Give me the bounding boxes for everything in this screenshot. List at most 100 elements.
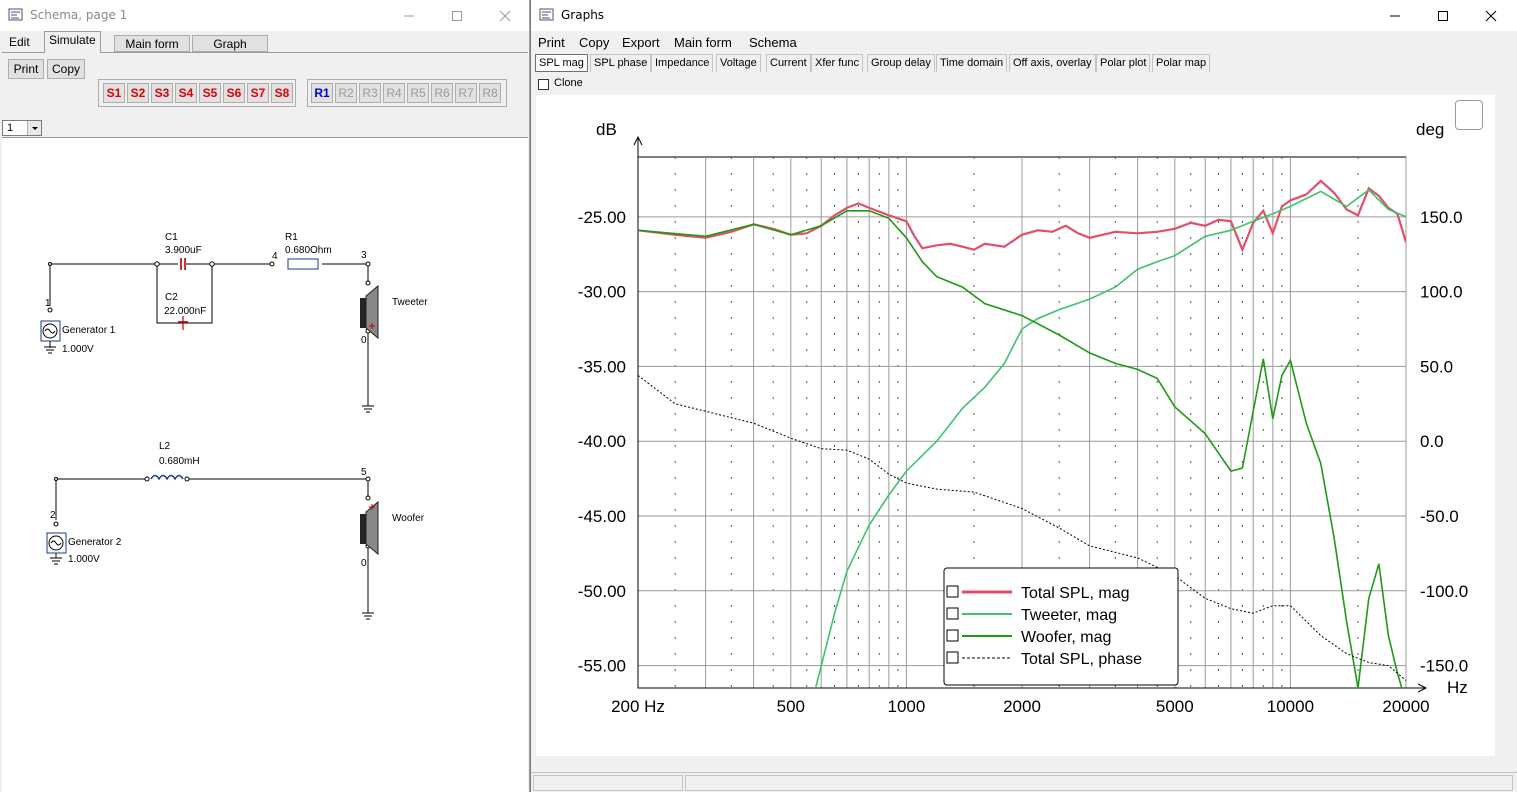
legend-label: Tweeter, mag [1021, 607, 1117, 624]
graph-button[interactable]: Graph [192, 35, 268, 52]
r7-button[interactable]: R7 [455, 83, 477, 103]
tab-spl-phase[interactable]: SPL phase [590, 54, 652, 72]
menu-main-form[interactable]: Main form [674, 35, 732, 50]
menu-schema[interactable]: Schema [749, 35, 797, 50]
menu-export[interactable]: Export [622, 35, 660, 50]
page-select-value: 1 [7, 122, 14, 134]
x-axis-arrow [638, 683, 1428, 693]
legend-label: Total SPL, mag [1021, 585, 1130, 602]
tab-spl-mag[interactable]: SPL mag [535, 54, 588, 72]
status-bar [531, 772, 1517, 792]
r3-button[interactable]: R3 [359, 83, 381, 103]
capacitor-c1-symbol[interactable] [180, 258, 186, 270]
graphs-menubar: Print Copy Export Main form Schema [531, 31, 1517, 53]
maximize-button[interactable] [1420, 0, 1466, 31]
corner-box[interactable] [1455, 100, 1483, 130]
close-icon [499, 10, 511, 21]
node-0-label-b: 0 [361, 558, 367, 569]
node-4-label: 4 [272, 251, 278, 262]
close-icon [1485, 10, 1497, 21]
legend-checkbox[interactable] [946, 651, 959, 664]
status-segment-1 [533, 775, 683, 791]
legend-box [943, 567, 1179, 686]
woofer-label: Woofer [392, 513, 425, 524]
spl-chart[interactable]: -25.00 -30.00 -35.00 -40.00 -45.00 -50.00 -55.… [536, 95, 1495, 756]
generator-2-value: 1.000V [68, 554, 100, 565]
minimize-button[interactable] [386, 0, 432, 31]
l2-label: L2 [159, 441, 171, 452]
minimize-icon [404, 15, 414, 16]
generator-2-icon[interactable] [46, 532, 67, 565]
s8-button[interactable]: S8 [271, 83, 293, 103]
r1-label: R1 [285, 232, 298, 243]
s6-button[interactable]: S6 [223, 83, 245, 103]
c2-label: C2 [165, 292, 178, 303]
menu-print[interactable]: Print [538, 35, 565, 50]
tab-group-delay[interactable]: Group delay [867, 54, 935, 72]
r6-button[interactable]: R6 [431, 83, 453, 103]
y-left-tick-label: -55.00 [578, 657, 626, 676]
tab-current[interactable]: Current [766, 54, 811, 72]
x-axis-unit-label: Hz [1447, 678, 1468, 697]
schema-titlebar: Schema, page 1 [0, 0, 529, 31]
generator-2-label: Generator 2 [68, 537, 122, 548]
s2-button[interactable]: S2 [127, 83, 149, 103]
schematic-canvas[interactable]: C1 3.900uF C2 22.000nF R1 0.680Ohm 1 4 3… [2, 137, 528, 792]
c1-value: 3.900uF [165, 245, 202, 256]
tweeter-speaker-icon[interactable] [360, 284, 379, 413]
s5-button[interactable]: S5 [199, 83, 221, 103]
tab-off-axis-overlay[interactable]: Off axis, overlay [1009, 54, 1096, 72]
inductor-l2-symbol[interactable] [150, 474, 184, 481]
status-segment-2 [685, 775, 1513, 791]
tab-edit[interactable]: Edit [9, 35, 30, 49]
schematic-drawing[interactable]: C1 3.900uF C2 22.000nF R1 0.680Ohm 1 4 3… [2, 138, 528, 792]
app-icon [539, 8, 554, 21]
minimize-button[interactable] [1372, 0, 1418, 31]
r1-button[interactable]: R1 [311, 83, 333, 103]
main-form-button[interactable]: Main form [114, 35, 190, 52]
tab-time-domain[interactable]: Time domain [936, 54, 1008, 72]
page-select[interactable]: 1 [2, 120, 42, 136]
s-button-group [98, 79, 296, 107]
copy-button[interactable]: Copy [47, 59, 85, 79]
series-line-4 [638, 375, 1406, 681]
s4-button[interactable]: S4 [175, 83, 197, 103]
tab-polar-map[interactable]: Polar map [1152, 54, 1211, 72]
r4-button[interactable]: R4 [383, 83, 405, 103]
tab-impedance[interactable]: Impedance [651, 54, 714, 72]
legend-checkbox[interactable] [946, 585, 959, 598]
capacitor-c2-symbol[interactable] [178, 316, 188, 330]
print-button[interactable]: Print [8, 59, 44, 79]
r5-button[interactable]: R5 [407, 83, 429, 103]
y-right-axis-label: deg [1416, 120, 1444, 139]
s7-button[interactable]: S7 [247, 83, 269, 103]
generator-1-icon[interactable] [40, 320, 61, 354]
close-button[interactable] [1468, 0, 1514, 31]
generator-1-label: Generator 1 [62, 325, 116, 336]
resistor-r1-symbol[interactable] [287, 258, 319, 270]
series-line-1 [638, 179, 1406, 253]
r1-value: 0.680Ohm [285, 245, 332, 256]
s1-button[interactable]: S1 [103, 83, 125, 103]
woofer-speaker-icon[interactable] [360, 500, 379, 620]
legend-checkbox[interactable] [946, 629, 959, 642]
chevron-down-icon[interactable] [27, 121, 41, 135]
tab-polar-plot[interactable]: Polar plot [1096, 54, 1151, 72]
node-1-label: 1 [45, 298, 51, 309]
clone-checkbox[interactable] [538, 79, 549, 90]
close-button[interactable] [482, 0, 528, 31]
tab-xfer-func[interactable]: Xfer func [811, 54, 864, 72]
maximize-button[interactable] [434, 0, 480, 31]
node-3-label: 3 [361, 250, 367, 261]
tab-simulate[interactable]: Simulate [44, 31, 101, 53]
legend-checkbox[interactable] [946, 607, 959, 620]
r8-button[interactable]: R8 [479, 83, 501, 103]
series-line-2 [814, 188, 1406, 688]
x-tick-label: 200 Hz [611, 697, 665, 716]
r2-button[interactable]: R2 [335, 83, 357, 103]
l2-value: 0.680mH [159, 456, 200, 467]
y-left-tick-label: -35.00 [578, 357, 626, 376]
menu-copy[interactable]: Copy [579, 35, 610, 50]
tab-voltage[interactable]: Voltage [716, 54, 761, 72]
s3-button[interactable]: S3 [151, 83, 173, 103]
